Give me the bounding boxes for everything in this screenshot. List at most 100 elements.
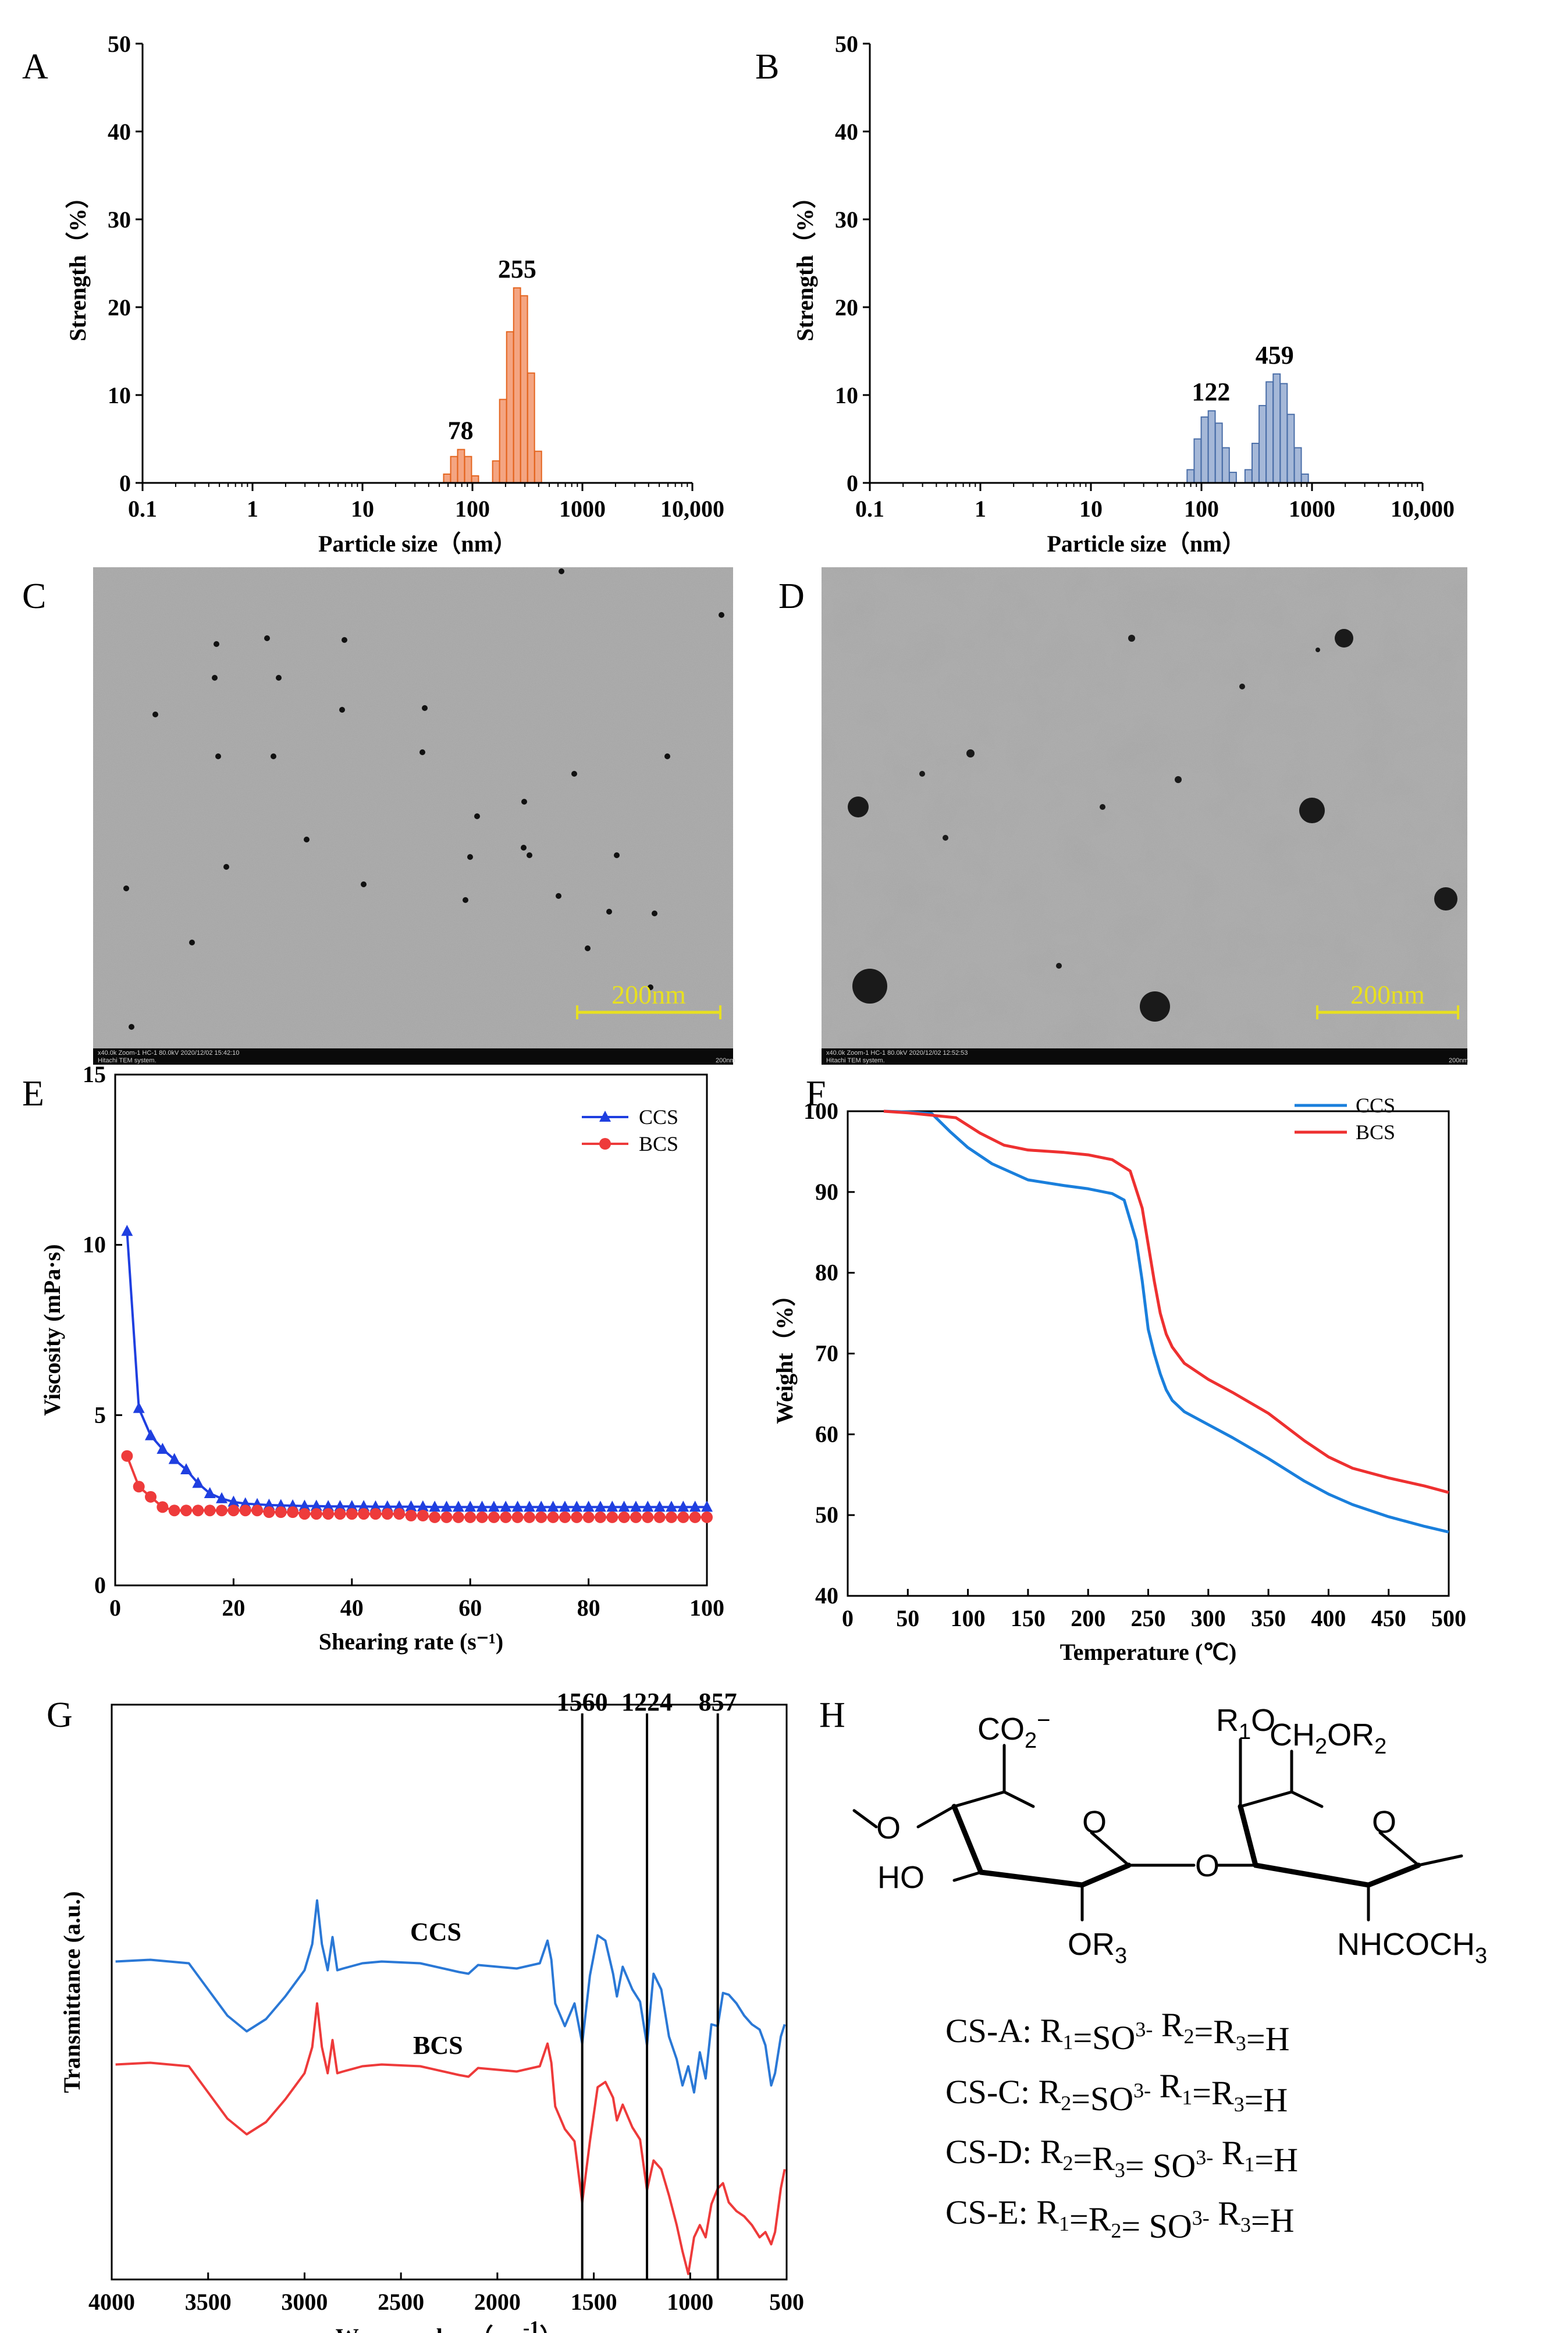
data-point [227, 1505, 240, 1517]
co2-label: CO2− [977, 1708, 1051, 1753]
x-tick-label: 200 [1071, 1605, 1105, 1631]
data-point [429, 1511, 441, 1523]
data-point [429, 1500, 441, 1512]
data-point [157, 1501, 169, 1513]
tem-particle [852, 969, 887, 1004]
data-point [168, 1453, 180, 1464]
y-tick-label: 20 [835, 294, 858, 321]
x-tick-label: 500 [769, 2289, 804, 2315]
x-tick-label: 0.1 [128, 496, 157, 522]
tem-particle [463, 897, 468, 903]
tem-d-scale-label: 200nm [1350, 980, 1425, 1009]
tem-particle [276, 675, 282, 681]
tem-particle [1100, 804, 1105, 810]
data-point [440, 1500, 453, 1512]
bar [443, 473, 451, 484]
y-tick-label: 10 [835, 382, 858, 408]
series-line-ccs [126, 1231, 707, 1509]
x-tick-label: 150 [1011, 1605, 1046, 1631]
data-point [263, 1506, 275, 1518]
bar [1286, 414, 1295, 483]
data-point [571, 1500, 583, 1512]
x-tick-label: 450 [1371, 1605, 1406, 1631]
tem-particle [361, 881, 367, 887]
tem-particle [606, 909, 612, 915]
chart-g-ftir: 1560 1224 857 CCS BCS 4000 3500 3000 2500 2000 150… [59, 1688, 804, 2333]
data-point [180, 1505, 193, 1517]
x-tick-label: 10,000 [1391, 496, 1455, 522]
y-tick-label: 80 [815, 1260, 838, 1286]
x-tick-label: 0.1 [855, 496, 884, 522]
tem-c-footer: x40.0k Zoom-1 HC-1 80.0kV 2020/12/02 15:… [98, 1050, 239, 1057]
bar [1279, 383, 1288, 483]
bar [492, 460, 500, 483]
cs-variant-line: CS-A: R1=SO3- R2=R3=H [945, 2006, 1290, 2058]
tem-c-particles [123, 568, 724, 1030]
peak-label: 459 [1256, 341, 1294, 369]
data-point [216, 1492, 228, 1503]
data-point [630, 1511, 642, 1523]
ho-label: HO [877, 1860, 925, 1895]
tem-particle [652, 911, 657, 916]
tem-particle [342, 637, 347, 643]
tem-particle [1128, 635, 1135, 642]
y-tick-label: 0 [847, 470, 858, 496]
peak-label: 122 [1192, 378, 1230, 406]
tem-particle [474, 813, 480, 819]
data-point [500, 1511, 512, 1523]
tem-particle [943, 835, 948, 841]
tem-particle [521, 845, 527, 851]
data-point [547, 1511, 559, 1523]
tem-particle [556, 893, 561, 899]
ch2or2-label: CH2OR2 [1270, 1717, 1386, 1759]
data-point [511, 1511, 524, 1523]
data-point [594, 1500, 606, 1512]
glycosidic-oxygen-left: O [876, 1811, 901, 1845]
y-axis-title: Viscosity (mPa·s) [39, 1244, 65, 1416]
data-point [571, 1511, 583, 1523]
x-tick-label: 3500 [185, 2289, 232, 2315]
panel-label-d: D [778, 577, 805, 616]
data-point [476, 1500, 488, 1512]
x-tick-label: 60 [458, 1595, 482, 1621]
x-tick-label: 10 [351, 496, 374, 522]
data-point [298, 1508, 311, 1520]
data-point [168, 1505, 180, 1517]
x-tick-label: 350 [1251, 1605, 1286, 1631]
panel-label-f: F [806, 1074, 826, 1114]
cs-variant-line: CS-C: R2=SO3- R1=R3=H [945, 2067, 1288, 2119]
x-tick-label: 20 [222, 1595, 245, 1621]
data-point [251, 1505, 264, 1517]
data-point [677, 1511, 689, 1523]
tem-particle [719, 612, 724, 618]
data-point [381, 1500, 393, 1512]
bar [471, 475, 479, 483]
panel-label-h: H [819, 1695, 845, 1735]
nhcoch3-label: NHCOCH3 [1337, 1927, 1487, 1968]
cs-variant-line: CS-E: R1=R2= SO3- R3=H [945, 2193, 1295, 2245]
panel-label-c: C [22, 577, 46, 616]
data-point [145, 1429, 157, 1441]
bar [1214, 422, 1223, 484]
tem-particle [614, 852, 620, 858]
data-point [322, 1508, 335, 1520]
bar [499, 399, 507, 483]
tem-particle [919, 771, 925, 777]
tem-particle [521, 799, 527, 805]
x-tick-label: 1500 [571, 2289, 617, 2315]
data-point [464, 1500, 477, 1512]
bar [450, 456, 458, 484]
plot-frame [847, 1110, 1450, 1597]
tem-particle [123, 885, 129, 891]
tem-particle [966, 749, 975, 757]
legend-marker [599, 1138, 611, 1150]
y-tick-label: 100 [803, 1098, 838, 1124]
y-tick-label: 50 [108, 31, 131, 57]
data-point [606, 1511, 618, 1523]
legend-marker [599, 1111, 611, 1122]
data-point [464, 1511, 477, 1523]
bar [1293, 447, 1302, 483]
y-tick-label: 10 [108, 382, 131, 408]
data-point [287, 1506, 299, 1518]
